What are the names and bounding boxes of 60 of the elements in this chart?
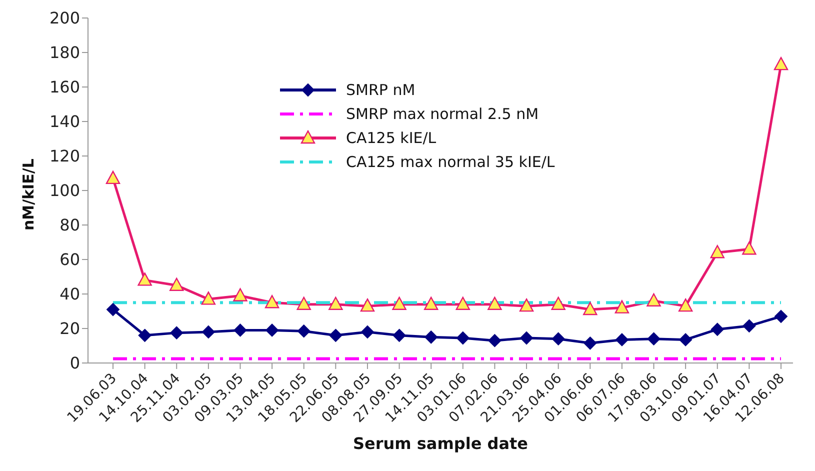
point	[297, 324, 310, 338]
point	[742, 242, 756, 255]
y-tick-label: 80	[60, 216, 80, 235]
point	[584, 336, 597, 350]
point	[296, 296, 311, 310]
point	[583, 302, 598, 316]
point	[646, 293, 661, 306]
x-axis-title: Serum sample date	[353, 434, 528, 453]
point	[679, 333, 692, 346]
point	[551, 296, 566, 310]
point	[678, 298, 693, 312]
y-tick-label: 140	[49, 112, 80, 132]
point	[170, 278, 184, 291]
legend-label: SMRP max normal 2.5 nM	[346, 105, 539, 123]
point	[424, 296, 438, 310]
y-tick-label: 60	[60, 250, 80, 270]
point	[106, 303, 120, 316]
point	[266, 324, 279, 337]
point	[456, 331, 470, 344]
y-tick-label: 160	[49, 78, 80, 97]
point	[424, 330, 438, 344]
point	[328, 296, 343, 310]
point	[138, 272, 152, 286]
point	[201, 292, 216, 305]
y-tick-label: 120	[49, 146, 80, 166]
point	[614, 300, 630, 314]
point	[392, 328, 406, 342]
point	[647, 332, 660, 346]
point	[488, 334, 502, 348]
point	[234, 324, 247, 337]
point	[742, 319, 756, 332]
point	[170, 326, 184, 340]
y-tick-label: 100	[49, 181, 80, 200]
point	[456, 296, 470, 310]
point	[519, 298, 534, 312]
y-tick-label: 40	[60, 284, 80, 304]
point	[329, 328, 342, 342]
point	[615, 333, 628, 346]
point	[488, 296, 502, 310]
legend-label: SMRP nM	[346, 81, 416, 99]
point	[710, 245, 724, 258]
y-tick-label: 180	[49, 43, 80, 62]
y-tick-label: 0	[70, 354, 80, 373]
point	[774, 310, 788, 323]
point	[202, 325, 215, 338]
y-tick-label: 20	[60, 319, 80, 338]
legend-label: CA125 max normal 35 kIE/L	[346, 153, 555, 171]
point	[360, 298, 375, 312]
y-axis-title: nM/kIE/L	[19, 158, 38, 230]
point	[552, 332, 565, 346]
legend-label: CA125 kIE/L	[346, 129, 436, 147]
point	[710, 322, 724, 336]
point	[138, 328, 152, 342]
point	[264, 295, 280, 308]
point	[520, 331, 534, 344]
point	[233, 288, 248, 302]
point	[360, 325, 374, 338]
point	[106, 170, 120, 184]
point	[392, 296, 406, 310]
y-tick-label: 200	[49, 8, 80, 28]
